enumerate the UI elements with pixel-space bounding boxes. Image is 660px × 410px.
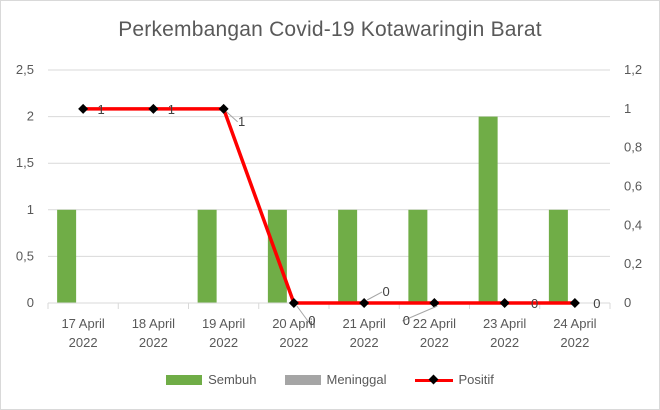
line-positif [83,107,575,305]
legend-swatch-sembuh [166,374,203,385]
y-left-tick-label: 1,5 [16,155,34,170]
y-right-tick-label: 0,4 [624,217,642,232]
legend: Sembuh Meninggal Positif [0,372,660,387]
bar-sembuh [197,209,217,303]
data-label-positif: 0 [593,296,600,311]
y-right-tick-label: 0 [624,295,631,310]
x-tick-label: 19 April 2022 [202,316,245,350]
legend-item-positif: Positif [414,372,494,387]
data-label-leader [226,111,238,123]
marker-positif [429,298,440,308]
x-tick-label: 24 April 2022 [553,316,596,350]
bar-sembuh [408,209,428,303]
legend-item-meninggal: Meninggal [284,372,387,387]
data-label-positif: 0 [403,313,410,328]
y-right-tick-label: 0,8 [624,140,642,155]
y-left-tick-label: 2,5 [16,62,34,77]
x-tick-label: 20 April 2022 [272,316,315,350]
legend-label-positif: Positif [458,372,494,387]
data-label-leader [296,305,309,322]
x-tick-label: 23 April 2022 [483,316,526,350]
x-tick-label: 22 April 2022 [413,316,456,350]
data-label-leader [402,305,438,322]
y-left-tick-label: 1 [27,202,34,217]
bar-sembuh [478,116,498,303]
y-left-tick-label: 0 [27,295,34,310]
data-label-positif: 1 [168,102,175,117]
bar-sembuh [57,209,77,303]
data-label-positif: 1 [98,102,105,117]
marker-positif [499,298,510,308]
marker-positif [78,103,89,114]
legend-item-sembuh: Sembuh [166,372,257,387]
data-label-positif: 0 [308,313,315,328]
y-right-tick-label: 0,2 [624,256,642,271]
x-tick-label: 18 April 2022 [132,316,175,350]
marker-positif [218,103,229,114]
marker-positif [569,298,580,308]
x-tick-label: 21 April 2022 [342,316,385,350]
legend-label-sembuh: Sembuh [208,372,257,387]
bar-sembuh [338,209,358,303]
y-right-tick-label: 0,6 [624,179,642,194]
x-tick-label: 17 April 2022 [61,316,104,350]
legend-label-meninggal: Meninggal [326,372,387,387]
y-left-tick-label: 2 [27,109,34,124]
marker-positif [288,298,299,308]
legend-swatch-meninggal [284,374,321,385]
data-label-leader [366,291,383,301]
y-right-tick-label: 1,2 [624,62,642,77]
y-left-tick-label: 0,5 [16,248,34,263]
chart-title: Perkembangan Covid-19 Kotawaringin Barat [118,18,542,41]
data-label-positif: 0 [531,296,538,311]
y-right-tick-label: 1 [624,101,631,116]
legend-swatch-positif [414,374,453,385]
bar-sembuh [548,209,568,303]
marker-positif [148,103,159,114]
data-label-positif: 1 [238,114,245,129]
marker-positif [359,298,370,308]
data-label-positif: 0 [383,284,390,299]
